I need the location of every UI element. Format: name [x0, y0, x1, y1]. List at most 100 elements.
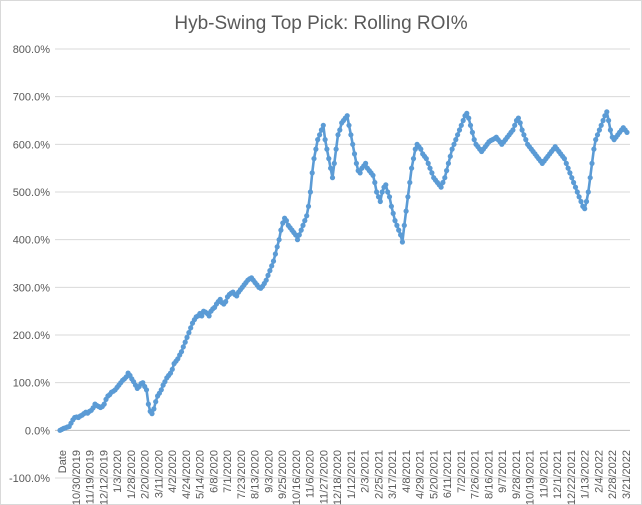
x-tick-label: 8/13/2020	[250, 450, 262, 499]
x-tick-label: 12/1/2021	[552, 450, 564, 499]
data-point	[337, 127, 343, 133]
x-tick-label: 8/16/2021	[483, 450, 495, 499]
data-point	[274, 244, 280, 250]
data-point	[390, 210, 396, 216]
data-point	[377, 198, 383, 205]
data-point	[324, 146, 330, 152]
x-tick-label: 11/9/2021	[538, 450, 550, 498]
data-point	[512, 122, 518, 128]
gridlines	[55, 48, 630, 479]
data-point	[265, 272, 271, 278]
x-tick-label: 4/29/2021	[415, 450, 427, 499]
x-tick-label: 2/20/2020	[140, 450, 152, 499]
data-point	[427, 165, 433, 171]
data-point	[370, 172, 376, 178]
data-point	[398, 232, 404, 238]
data-point	[458, 122, 464, 128]
data-point	[466, 115, 472, 121]
data-point	[302, 218, 308, 224]
x-tick-label: 7/23/2020	[236, 450, 248, 499]
data-point	[624, 129, 630, 135]
data-point	[604, 109, 610, 115]
data-point	[399, 239, 405, 245]
data-point	[440, 179, 446, 186]
data-point	[149, 411, 155, 417]
y-tick-label: 300.0%	[13, 282, 51, 294]
data-point	[571, 179, 577, 186]
data-point	[304, 213, 310, 219]
data-point	[464, 110, 470, 116]
data-point	[298, 227, 304, 233]
y-tick-label: -100.0%	[9, 473, 50, 485]
data-point	[305, 203, 312, 209]
data-point	[453, 137, 459, 143]
x-tick-label: 2/4/2022	[593, 450, 605, 493]
data-point	[329, 175, 336, 181]
data-point	[269, 263, 275, 269]
x-tick-label: 10/19/2021	[525, 450, 537, 505]
y-tick-label: 600.0%	[13, 139, 51, 151]
x-tick-label: Date	[57, 450, 69, 473]
data-point	[456, 127, 463, 133]
data-point	[263, 277, 269, 283]
data-point	[394, 222, 400, 228]
data-point	[335, 132, 341, 138]
data-point	[186, 330, 192, 336]
data-point	[294, 237, 301, 243]
y-axis-tick-labels: -100.0% 0.0% 100.0% 200.0% 300.0% 400.0% 500.0…	[9, 44, 50, 485]
x-tick-label: 6/11/2021	[442, 450, 454, 498]
data-point	[333, 146, 339, 152]
data-point	[460, 117, 466, 124]
data-point	[425, 160, 431, 166]
data-point	[317, 132, 323, 138]
data-point	[307, 189, 313, 195]
x-tick-label: 10/16/2020	[291, 450, 303, 505]
data-point	[392, 218, 398, 224]
data-point	[565, 165, 571, 171]
data-point	[331, 160, 337, 166]
data-point	[223, 299, 229, 305]
data-point	[309, 170, 315, 176]
data-point	[313, 146, 319, 152]
data-point	[348, 132, 354, 138]
y-tick-label: 200.0%	[13, 330, 51, 342]
data-point	[517, 120, 523, 126]
data-point	[587, 175, 593, 181]
data-point	[589, 160, 595, 166]
y-tick-label: 800.0%	[13, 44, 51, 56]
y-tick-label: 0.0%	[25, 425, 50, 437]
data-point	[386, 194, 393, 200]
data-point	[451, 141, 457, 147]
data-point	[350, 141, 356, 147]
data-point	[471, 137, 477, 143]
data-point	[206, 313, 212, 319]
data-point	[326, 156, 332, 162]
x-tick-label: 5/20/2021	[428, 450, 440, 499]
x-tick-label: 9/25/2020	[277, 450, 289, 499]
data-point	[510, 127, 516, 133]
data-point	[182, 339, 188, 345]
data-point	[344, 113, 350, 119]
x-axis-tick-labels: Date 10/30/2019 11/19/2019 12/12/2019 1/3/20…	[57, 450, 633, 505]
data-point	[407, 179, 413, 186]
data-point	[600, 117, 606, 124]
data-point	[467, 122, 474, 128]
data-point	[582, 206, 588, 212]
data-point	[578, 198, 584, 205]
data-point	[606, 117, 612, 124]
x-tick-label: 1/3/2020	[112, 450, 124, 493]
data-point	[403, 208, 409, 214]
x-tick-label: 2/28/2022	[607, 450, 619, 499]
data-point	[178, 349, 185, 355]
x-tick-label: 7/1/2020	[222, 450, 234, 493]
data-point	[405, 194, 411, 200]
data-point	[188, 325, 194, 331]
x-tick-label: 4/2/2020	[167, 450, 179, 493]
data-point	[372, 179, 378, 186]
data-point	[293, 232, 299, 238]
data-point	[574, 189, 580, 195]
data-point	[598, 122, 604, 128]
data-point	[169, 366, 175, 372]
